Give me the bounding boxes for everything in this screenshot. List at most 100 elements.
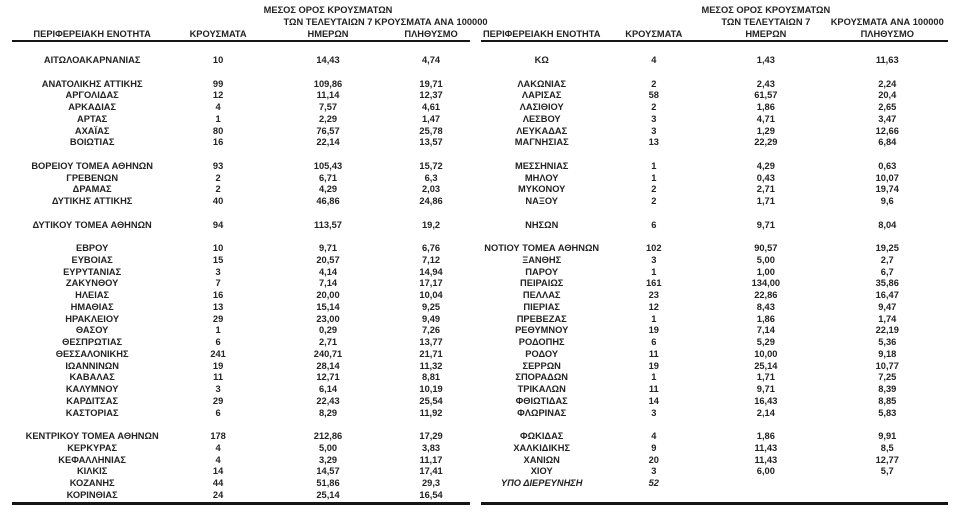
table-row: ΚΑΛΥΜΝΟΥ 3 6,14 10,19 (12, 384, 470, 396)
cases-cell: 9 (651, 442, 657, 453)
avg7-cell: 5,00 (318, 442, 338, 453)
per100k-cell: 9,47 (878, 301, 897, 312)
cases-cell: 1 (651, 313, 657, 324)
cases-cell: 14 (648, 395, 659, 406)
per100k-cell: 12,66 (875, 125, 899, 136)
table-row: ΧΑΛΚΙΔΙΚΗΣ 9 11,43 8,5 (481, 443, 948, 455)
table-row: ΚΕΡΚΥΡΑΣ 4 5,00 3,83 (12, 443, 470, 455)
avg7-cell: 6,71 (318, 172, 338, 183)
avg7-cell: 12,71 (316, 372, 340, 383)
per100k-cell: 20,4 (878, 90, 897, 101)
per100k-cell: 2,65 (878, 102, 897, 112)
per100k-cell: 9,25 (422, 301, 441, 312)
avg7-cell: 9,71 (756, 219, 775, 230)
avg7-cell: 11,43 (754, 442, 778, 453)
cases-cell: 10 (212, 55, 224, 65)
column-header-per100k: ΚΡΟΥΣΜΑΤΑ ΑΝΑ 100000 ΠΛΗΘΥΣΜΟ (827, 16, 948, 40)
table-row: ΚΑΣΤΟΡΙΑΣ 6 8,29 11,92 (12, 408, 470, 420)
cases-cell: 16 (212, 290, 224, 300)
per100k-cell: 19,2 (422, 219, 441, 230)
region-cell: ΛΕΣΒΟΥ (522, 113, 561, 124)
cases-cell: 1 (215, 113, 221, 124)
column-header-avg7-line2: ΤΩΝ ΤΕΛΕΥΤΑΙΩΝ 7 (283, 17, 373, 27)
avg7-cell: 4,29 (318, 184, 338, 195)
per100k-cell: 9,91 (878, 431, 897, 441)
region-cell: ΚΑΡΔΙΤΣΑΣ (66, 395, 119, 406)
per100k-cell: 11,92 (419, 407, 443, 418)
avg7-cell: 4,14 (318, 266, 338, 277)
column-header-per100k: ΚΡΟΥΣΜΑΤΑ ΑΝΑ 100000 ΠΛΗΘΥΣΜΟ (375, 16, 488, 40)
per100k-cell: 17,41 (419, 466, 443, 477)
cases-cell: 52 (648, 478, 659, 488)
avg7-cell: 1,43 (756, 55, 775, 65)
per100k-cell: 3,83 (422, 442, 441, 453)
table-row: ΚΑΡΔΙΤΣΑΣ 29 22,43 25,54 (12, 396, 470, 408)
region-cell: ΚΕΦΑΛΛΗΝΙΑΣ (58, 454, 126, 465)
avg7-cell: 2,14 (756, 407, 775, 418)
per100k-cell: 9,6 (880, 196, 894, 206)
cases-cell: 6 (651, 337, 657, 347)
avg7-cell: 1,00 (756, 266, 775, 277)
cases-cell: 44 (212, 478, 224, 488)
per100k-cell: 22,19 (875, 325, 899, 336)
region-cell: ΙΩΑΝΝΙΝΩΝ (65, 360, 119, 371)
cases-cell: 2 (651, 184, 657, 195)
table-row: ΠΙΕΡΙΑΣ 12 8,43 9,47 (481, 302, 948, 314)
region-cell: ΛΑΡΙΣΑΣ (521, 90, 562, 101)
cases-cell: 2 (651, 78, 657, 89)
region-cell: ΖΑΚΥΝΘΟΥ (65, 278, 119, 289)
avg7-cell: 90,57 (754, 243, 778, 253)
table-row: ΚΕΦΑΛΛΗΝΙΑΣ 4 3,29 11,17 (12, 455, 470, 467)
avg7-cell: 5,00 (756, 254, 775, 265)
table-row: ΠΕΛΛΑΣ 23 22,86 16,47 (481, 290, 948, 302)
per100k-cell: 35,86 (875, 278, 899, 289)
cases-cell: 1 (651, 372, 657, 383)
region-cell: ΠΕΛΛΑΣ (522, 290, 561, 300)
avg7-cell: 61,57 (754, 90, 778, 101)
per100k-cell: 8,5 (880, 442, 894, 453)
avg7-cell: 15,14 (316, 301, 340, 312)
cases-cell: 29 (212, 313, 224, 324)
cases-cell: 15 (212, 254, 224, 265)
region-cell: ΚΙΛΚΙΣ (76, 466, 108, 477)
column-header-region: ΠΕΡΙΦΕΡΕΙΑΚΗ ΕΝΟΤΗΤΑ (481, 28, 602, 40)
avg7-cell: 16,43 (754, 395, 778, 406)
avg7-cell: 10,00 (754, 348, 778, 359)
column-header-region-label: ΠΕΡΙΦΕΡΕΙΑΚΗ ΕΝΟΤΗΤΑ (33, 29, 151, 39)
table-row: ΚΑΒΑΛΑΣ 11 12,71 8,81 (12, 372, 470, 384)
avg7-cell: 6,14 (318, 384, 338, 394)
cases-cell: 14 (212, 466, 224, 477)
spacer-row (12, 231, 470, 243)
table-row: ΓΡΕΒΕΝΩΝ 2 6,71 6,3 (12, 173, 470, 185)
region-cell: ΘΕΣΣΑΛΟΝΙΚΗΣ (55, 348, 129, 359)
cases-cell: 12 (212, 90, 224, 101)
column-header-cases: ΚΡΟΥΣΜΑΤΑ (602, 28, 705, 40)
avg7-cell: 22,43 (316, 395, 340, 406)
per100k-cell: 11,32 (419, 360, 443, 371)
avg7-cell: 4,29 (756, 160, 775, 171)
region-cell: ΣΕΡΡΩΝ (522, 360, 561, 371)
region-cell: ΔΡΑΜΑΣ (72, 184, 112, 195)
table-row: ΗΜΑΘΙΑΣ 13 15,14 9,25 (12, 302, 470, 314)
table-row: ΥΠΟ ΔΙΕΡΕΥΝΗΣΗ 52 (481, 478, 948, 490)
per100k-cell: 5,7 (880, 466, 894, 477)
per100k-cell: 29,3 (422, 478, 441, 488)
table-row: ΛΑΚΩΝΙΑΣ 2 2,43 2,24 (481, 79, 948, 91)
table-row: ΑΙΤΩΛΟΑΚΑΡΝΑΝΙΑΣ 10 14,43 4,74 (12, 55, 470, 67)
per100k-cell: 19,25 (875, 243, 899, 253)
avg7-cell: 20,57 (316, 254, 340, 265)
per100k-cell: 10,19 (419, 384, 443, 394)
table-row: ΙΩΑΝΝΙΝΩΝ 19 28,14 11,32 (12, 361, 470, 373)
column-header-per100k-line2: ΠΛΗΘΥΣΜΟ (404, 29, 458, 39)
cases-cell: 13 (212, 301, 224, 312)
per100k-cell: 24,86 (419, 196, 443, 206)
per100k-cell: 5,36 (878, 337, 897, 347)
avg7-cell: 23,00 (316, 313, 340, 324)
table-row: ΧΙΟΥ 3 6,00 5,7 (481, 466, 948, 478)
column-header-cases: ΚΡΟΥΣΜΑΤΑ (172, 28, 264, 40)
region-cell: ΚΑΣΤΟΡΙΑΣ (65, 407, 119, 418)
region-cell: ΗΛΕΙΑΣ (75, 290, 110, 300)
avg7-cell: 1,86 (756, 431, 775, 441)
region-cell: ΦΩΚΙΔΑΣ (520, 431, 564, 441)
